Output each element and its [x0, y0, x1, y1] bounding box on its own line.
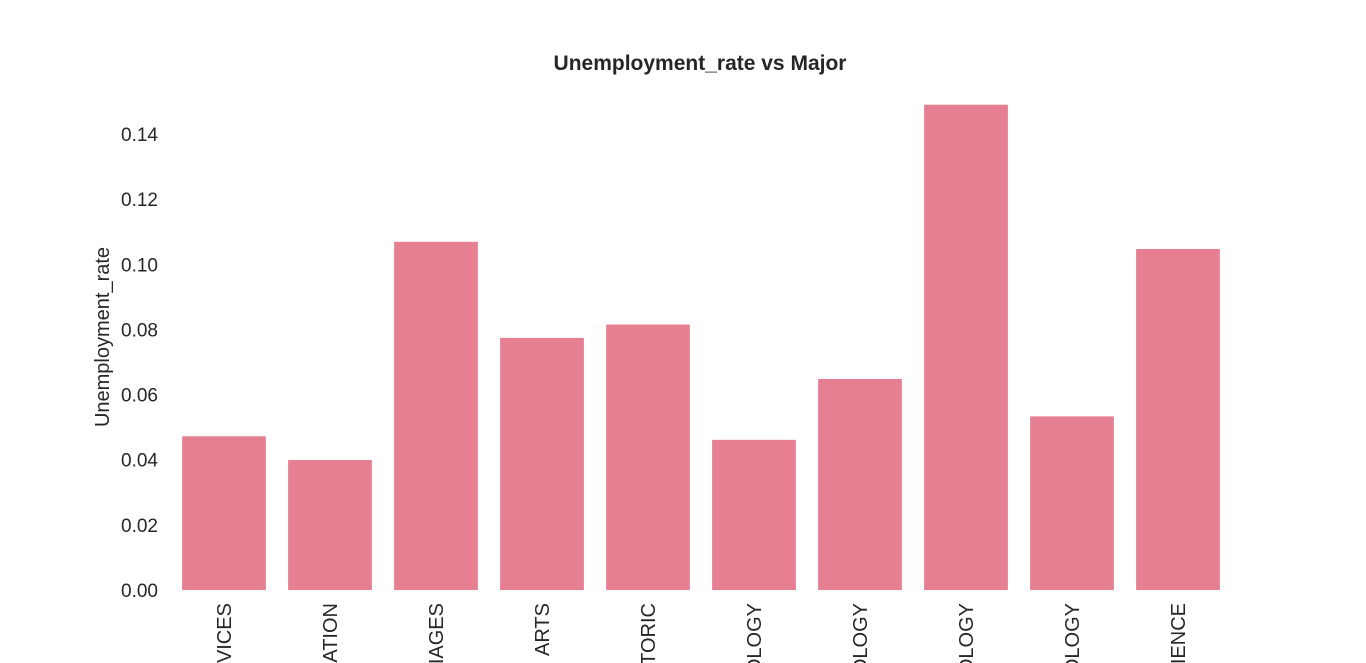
- bar: [1030, 416, 1114, 590]
- x-tick-label: IAGES: [426, 603, 448, 663]
- y-tick-label: 0.14: [121, 125, 158, 146]
- bars: [182, 104, 1220, 590]
- y-tick-label: 0.02: [121, 516, 158, 537]
- y-axis-ticks: 0.00 0.02 0.04 0.06 0.08 0.10 0.12 0.14: [121, 125, 158, 602]
- x-tick-label: OLOGY: [1062, 603, 1084, 663]
- bar: [606, 324, 690, 590]
- bar: [712, 439, 796, 590]
- bar: [288, 460, 372, 590]
- bar: [924, 104, 1008, 590]
- x-tick-label: OLOGY: [850, 603, 872, 663]
- y-tick-label: 0.06: [121, 386, 158, 407]
- bar: [394, 241, 478, 590]
- y-tick-label: 0.04: [121, 451, 158, 472]
- bar: [818, 378, 902, 590]
- y-tick-label: 0.08: [121, 320, 158, 341]
- x-tick-label: OLOGY: [744, 603, 766, 663]
- y-tick-label: 0.00: [121, 581, 158, 602]
- y-axis-label: Unemployment_rate: [92, 247, 114, 427]
- x-tick-label: OLOGY: [956, 603, 978, 663]
- bar: [1136, 248, 1220, 590]
- y-tick-label: 0.10: [121, 255, 158, 276]
- x-axis-ticks: VICES ATION IAGES ARTS TORIC OLOGY OLOGY OLOGY O…: [214, 603, 1190, 663]
- bar: [182, 436, 266, 590]
- x-tick-label: ARTS: [532, 603, 554, 656]
- x-tick-label: TORIC: [638, 603, 660, 663]
- x-tick-label: IENCE: [1168, 603, 1190, 663]
- x-tick-label: ATION: [320, 603, 342, 663]
- y-tick-label: 0.12: [121, 190, 158, 211]
- chart-title: Unemployment_rate vs Major: [554, 52, 847, 75]
- x-tick-label: VICES: [214, 603, 236, 663]
- bar: [500, 337, 584, 590]
